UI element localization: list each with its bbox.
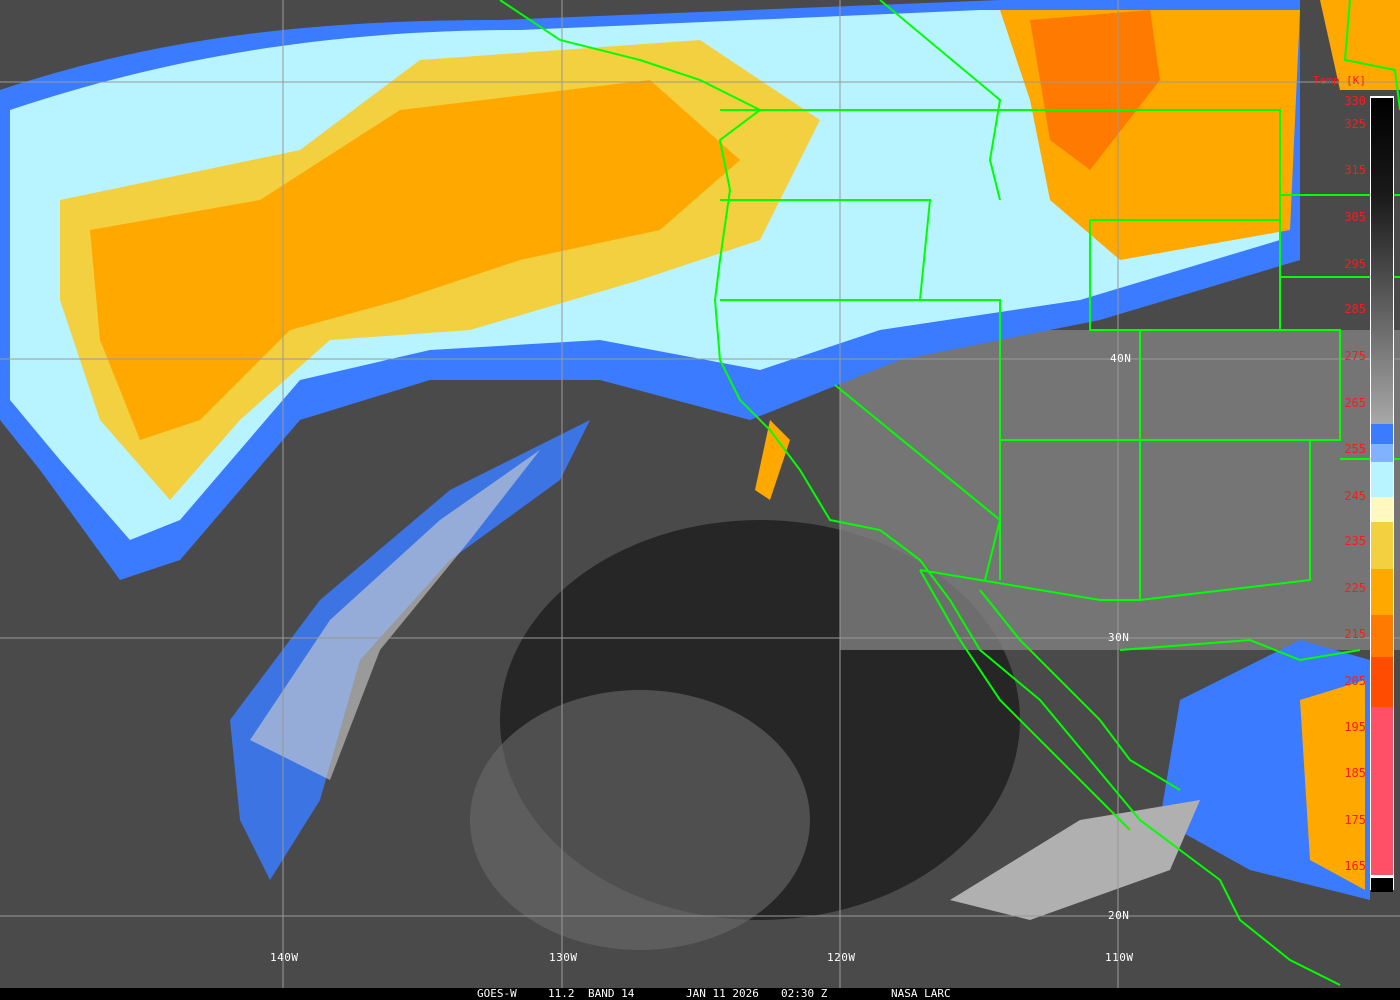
- caption-bar: GOES-W 11.2 BAND 14 JAN 11 2026 02:30 Z NASA …: [0, 988, 1400, 1000]
- latitude-label: 30N: [1108, 631, 1130, 644]
- colorbar-tick-label: 315: [1344, 163, 1366, 177]
- colorbar-tick-label: 225: [1344, 581, 1366, 595]
- colorbar-tick-label: 325: [1344, 117, 1366, 131]
- colorbar-tick-label: 275: [1344, 349, 1366, 363]
- colorbar-tick-label: 175: [1344, 813, 1366, 827]
- cloud-shield-north: [0, 0, 1400, 580]
- colorbar-tick-label: 255: [1344, 442, 1366, 456]
- colorbar-tick-label: 295: [1344, 257, 1366, 271]
- colorbar-title: Temp [K]: [1313, 74, 1366, 87]
- colorbar-tick-label: 235: [1344, 534, 1366, 548]
- caption-source: NASA LARC: [891, 987, 951, 1000]
- colorbar-yellow: [1371, 522, 1393, 569]
- latitude-label: 40N: [1110, 352, 1132, 365]
- colorbar-black: [1371, 878, 1393, 892]
- colorbar-red-orange: [1371, 657, 1393, 707]
- colorbar-cyan: [1371, 462, 1393, 497]
- colorbar-tick-label: 245: [1344, 489, 1366, 503]
- colorbar-tick-label: 195: [1344, 720, 1366, 734]
- temperature-colorbar: [1370, 96, 1394, 892]
- colorbar-tick-label: 215: [1344, 627, 1366, 641]
- caption-time: 02:30 Z: [781, 987, 828, 1000]
- colorbar-orange: [1371, 569, 1393, 615]
- land-region: [840, 330, 1400, 650]
- latitude-label: 20N: [1108, 909, 1130, 922]
- colorbar-pink: [1371, 707, 1393, 875]
- colorbar-tick-label: 305: [1344, 210, 1366, 224]
- colorbar-light-blue: [1371, 444, 1393, 462]
- caption-satellite: GOES-W: [477, 987, 517, 1000]
- colorbar-tick-label: 285: [1344, 302, 1366, 316]
- colorbar-tick-label: 265: [1344, 396, 1366, 410]
- longitude-label: 130W: [549, 951, 578, 964]
- colorbar-divider: [1371, 875, 1393, 878]
- colorbar-dark-orange: [1371, 615, 1393, 657]
- caption-date: JAN 11 2026: [686, 987, 759, 1000]
- colorbar-tick-label: 165: [1344, 859, 1366, 873]
- colorbar-tick-label: 205: [1344, 674, 1366, 688]
- longitude-label: 120W: [827, 951, 856, 964]
- colorbar-cream: [1371, 497, 1393, 522]
- colorbar-blue: [1371, 424, 1393, 444]
- colorbar-gray: [1371, 98, 1393, 424]
- colorbar-tick-label: 330: [1344, 94, 1366, 108]
- longitude-label: 110W: [1105, 951, 1134, 964]
- caption-band: BAND 14: [588, 987, 635, 1000]
- longitude-label: 140W: [270, 951, 299, 964]
- coastlines: [499, 0, 1400, 986]
- caption-wavelength: 11.2: [548, 987, 575, 1000]
- low-cloud: [470, 690, 810, 950]
- cloud-band-south: [230, 420, 1370, 920]
- colorbar-tick-label: 185: [1344, 766, 1366, 780]
